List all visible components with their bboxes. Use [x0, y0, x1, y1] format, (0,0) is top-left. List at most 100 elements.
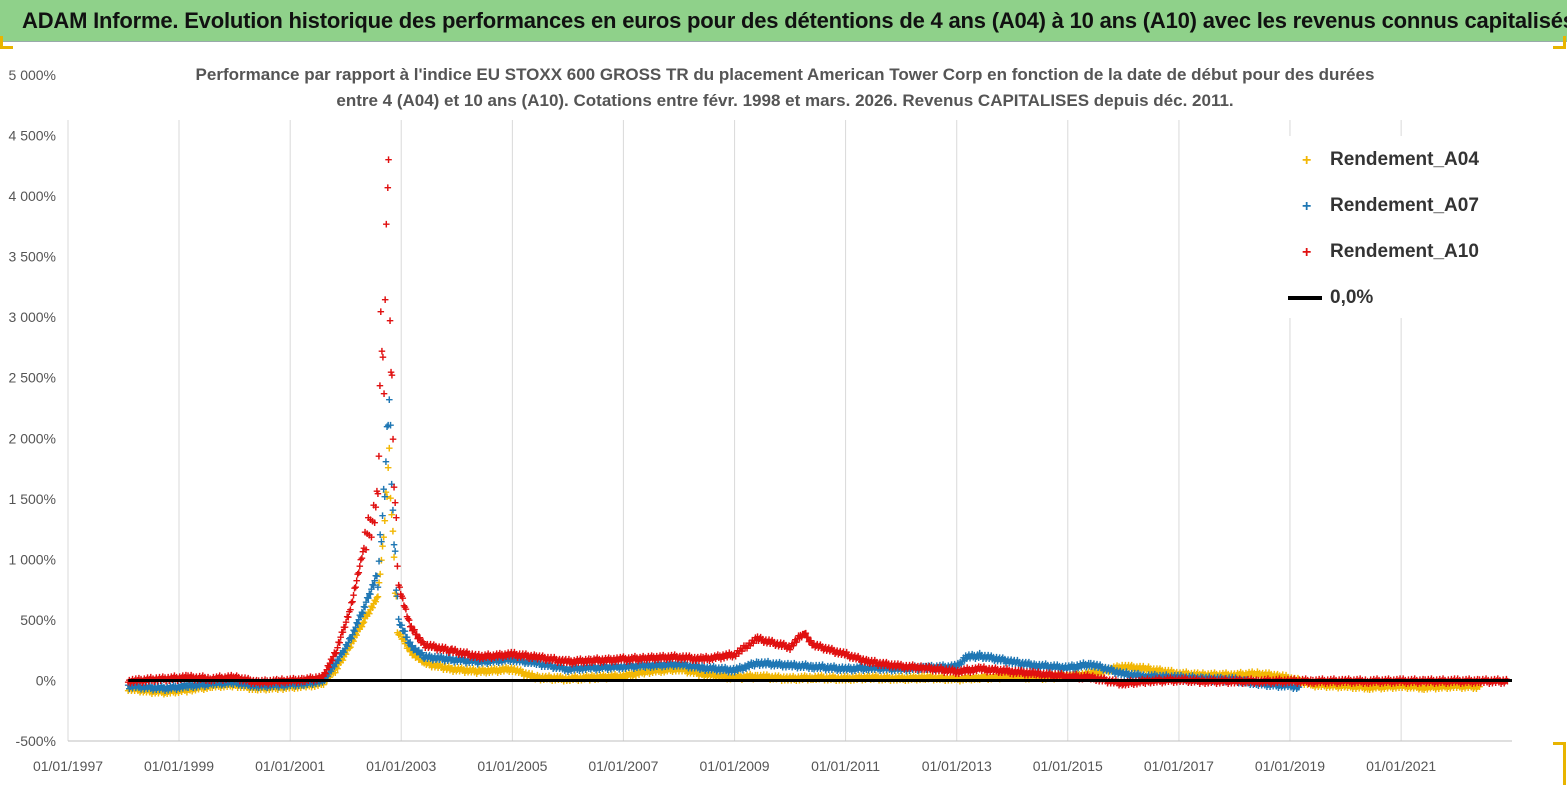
data-point: +	[171, 682, 179, 697]
data-point: +	[924, 662, 932, 677]
data-point: +	[865, 670, 873, 685]
data-point: +	[884, 660, 892, 675]
data-point: +	[971, 662, 979, 677]
series-1: ++++++++++++++++++++++++++++++++++++++++…	[124, 392, 1303, 698]
data-point: +	[493, 654, 501, 669]
data-point: +	[480, 649, 488, 664]
data-point: +	[227, 678, 235, 693]
data-point: +	[1479, 672, 1487, 687]
data-point: +	[1163, 667, 1171, 682]
data-point: +	[1250, 675, 1258, 690]
data-point: +	[503, 663, 511, 678]
data-point: +	[759, 658, 767, 673]
data-point: +	[1244, 667, 1252, 682]
data-point: +	[914, 671, 922, 686]
data-point: +	[1449, 675, 1457, 690]
data-point: +	[1267, 677, 1275, 692]
data-point: +	[867, 654, 875, 669]
data-point: +	[1283, 671, 1291, 686]
data-point: +	[655, 650, 663, 665]
data-point: +	[752, 656, 760, 671]
data-point: +	[391, 586, 399, 601]
data-point: +	[477, 650, 485, 665]
data-point: +	[903, 663, 911, 678]
data-point: +	[1148, 667, 1156, 682]
data-point: +	[529, 670, 537, 685]
data-point: +	[649, 656, 657, 671]
data-point: +	[1196, 671, 1204, 686]
data-point: +	[890, 673, 898, 688]
data-point: +	[919, 658, 927, 673]
data-point: +	[512, 648, 520, 663]
data-point: +	[1125, 658, 1133, 673]
data-point: +	[1195, 672, 1203, 687]
data-point: +	[457, 662, 465, 677]
data-point: +	[1334, 674, 1342, 689]
data-point: +	[479, 653, 487, 668]
data-point: +	[1215, 668, 1223, 683]
data-point: +	[780, 658, 788, 673]
data-point: +	[487, 647, 495, 662]
data-point: +	[1160, 664, 1168, 679]
data-point: +	[127, 679, 135, 694]
data-point: +	[491, 653, 499, 668]
data-point: +	[505, 651, 513, 666]
data-point: +	[333, 645, 341, 660]
data-point: +	[986, 668, 994, 683]
data-point: +	[1136, 667, 1144, 682]
data-point: +	[420, 651, 428, 666]
data-point: +	[1375, 680, 1383, 695]
data-point: +	[1133, 667, 1141, 682]
data-point: +	[268, 678, 276, 693]
data-point: +	[1166, 666, 1174, 681]
data-point: +	[401, 624, 409, 639]
data-point: +	[537, 651, 545, 666]
data-point: +	[968, 663, 976, 678]
data-point: +	[432, 652, 440, 667]
data-point: +	[713, 668, 721, 683]
data-point: +	[732, 668, 740, 683]
data-point: +	[277, 675, 285, 690]
data-point: +	[536, 657, 544, 672]
data-point: +	[333, 659, 341, 674]
data-point: +	[690, 666, 698, 681]
data-point: +	[261, 679, 269, 694]
data-point: +	[958, 665, 966, 680]
data-point: +	[1249, 667, 1257, 682]
data-point: +	[956, 654, 964, 669]
data-point: +	[615, 651, 623, 666]
data-point: +	[231, 671, 239, 686]
data-point: +	[812, 672, 820, 687]
data-point: +	[538, 671, 546, 686]
data-point: +	[201, 680, 209, 695]
data-point: +	[524, 647, 532, 662]
data-point: +	[296, 677, 304, 692]
data-point: +	[653, 649, 661, 664]
data-point: +	[1026, 664, 1034, 679]
data-point: +	[1207, 672, 1215, 687]
data-point: +	[280, 680, 288, 695]
data-point: +	[535, 650, 543, 665]
data-point: +	[1123, 676, 1131, 691]
data-point: +	[823, 660, 831, 675]
data-point: +	[771, 634, 779, 649]
data-point: +	[1194, 674, 1202, 689]
data-point: +	[418, 634, 426, 649]
data-point: +	[1113, 663, 1121, 678]
data-point: +	[156, 669, 164, 684]
data-point: +	[537, 655, 545, 670]
data-point: +	[1103, 672, 1111, 687]
data-point: +	[1100, 663, 1108, 678]
data-point: +	[338, 651, 346, 666]
data-point: +	[382, 484, 390, 499]
data-point: +	[1407, 673, 1415, 688]
data-point: +	[360, 599, 368, 614]
data-point: +	[830, 642, 838, 657]
data-point: +	[1321, 678, 1329, 693]
data-point: +	[1004, 664, 1012, 679]
data-point: +	[148, 679, 156, 694]
data-point: +	[480, 664, 488, 679]
data-point: +	[268, 676, 276, 691]
data-point: +	[1075, 658, 1083, 673]
data-point: +	[591, 672, 599, 687]
